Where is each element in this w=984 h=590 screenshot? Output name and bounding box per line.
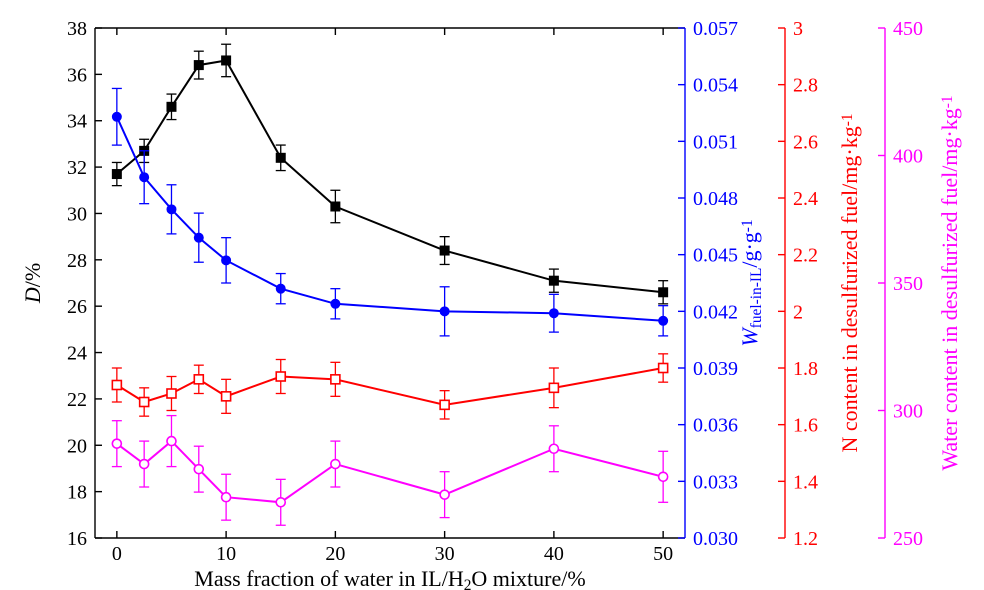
svg-text:24: 24 — [67, 343, 87, 365]
svg-text:20: 20 — [325, 543, 345, 565]
svg-text:0.030: 0.030 — [693, 528, 738, 550]
svg-text:2: 2 — [793, 301, 803, 323]
svg-text:0: 0 — [112, 543, 122, 565]
svg-text:28: 28 — [67, 250, 87, 272]
svg-text:40: 40 — [544, 543, 564, 565]
svg-text:1.8: 1.8 — [793, 358, 818, 380]
svg-text:0.045: 0.045 — [693, 245, 738, 267]
svg-text:38: 38 — [67, 18, 87, 40]
svg-text:18: 18 — [67, 482, 87, 504]
svg-text:0.057: 0.057 — [693, 18, 738, 40]
svg-text:Mass fraction of water in IL/H: Mass fraction of water in IL/H2O mixture… — [194, 566, 585, 590]
svg-text:1.4: 1.4 — [793, 471, 818, 493]
svg-text:50: 50 — [653, 543, 673, 565]
svg-text:350: 350 — [893, 273, 923, 295]
chart-svg: 0 10 20 30 40 50 Mass fraction of water in IL/… — [0, 0, 984, 590]
svg-text:30: 30 — [67, 203, 87, 225]
svg-text:22: 22 — [67, 389, 87, 411]
svg-text:20: 20 — [67, 435, 87, 457]
svg-text:16: 16 — [67, 528, 87, 550]
svg-text:2.8: 2.8 — [793, 75, 818, 97]
svg-text:D/%: D/% — [20, 263, 45, 304]
svg-text:2.2: 2.2 — [793, 245, 818, 267]
svg-text:2.6: 2.6 — [793, 131, 818, 153]
svg-text:Water content in desulfurized: Water content in desulfurized fuel/mg·kg… — [937, 95, 962, 470]
svg-text:400: 400 — [893, 146, 923, 168]
svg-text:32: 32 — [67, 157, 87, 179]
svg-text:450: 450 — [893, 18, 923, 40]
svg-text:0.042: 0.042 — [693, 301, 738, 323]
svg-text:26: 26 — [67, 296, 87, 318]
svg-text:10: 10 — [216, 543, 236, 565]
svg-text:N content in desulfurized fuel: N content in desulfurized fuel/mg·kg-1 — [837, 113, 862, 452]
svg-text:30: 30 — [435, 543, 455, 565]
svg-text:300: 300 — [893, 401, 923, 423]
svg-text:34: 34 — [67, 111, 87, 133]
svg-text:36: 36 — [67, 64, 87, 86]
svg-text:0.039: 0.039 — [693, 358, 738, 380]
svg-text:0.051: 0.051 — [693, 131, 738, 153]
svg-text:0.036: 0.036 — [693, 415, 738, 437]
svg-text:0.048: 0.048 — [693, 188, 738, 210]
svg-text:0.033: 0.033 — [693, 471, 738, 493]
svg-text:3: 3 — [793, 18, 803, 40]
svg-text:250: 250 — [893, 528, 923, 550]
multi-axis-chart: 0 10 20 30 40 50 Mass fraction of water in IL/… — [0, 0, 984, 590]
svg-text:2.4: 2.4 — [793, 188, 818, 210]
svg-text:1.6: 1.6 — [793, 415, 818, 437]
svg-text:0.054: 0.054 — [693, 75, 738, 97]
svg-text:1.2: 1.2 — [793, 528, 818, 550]
